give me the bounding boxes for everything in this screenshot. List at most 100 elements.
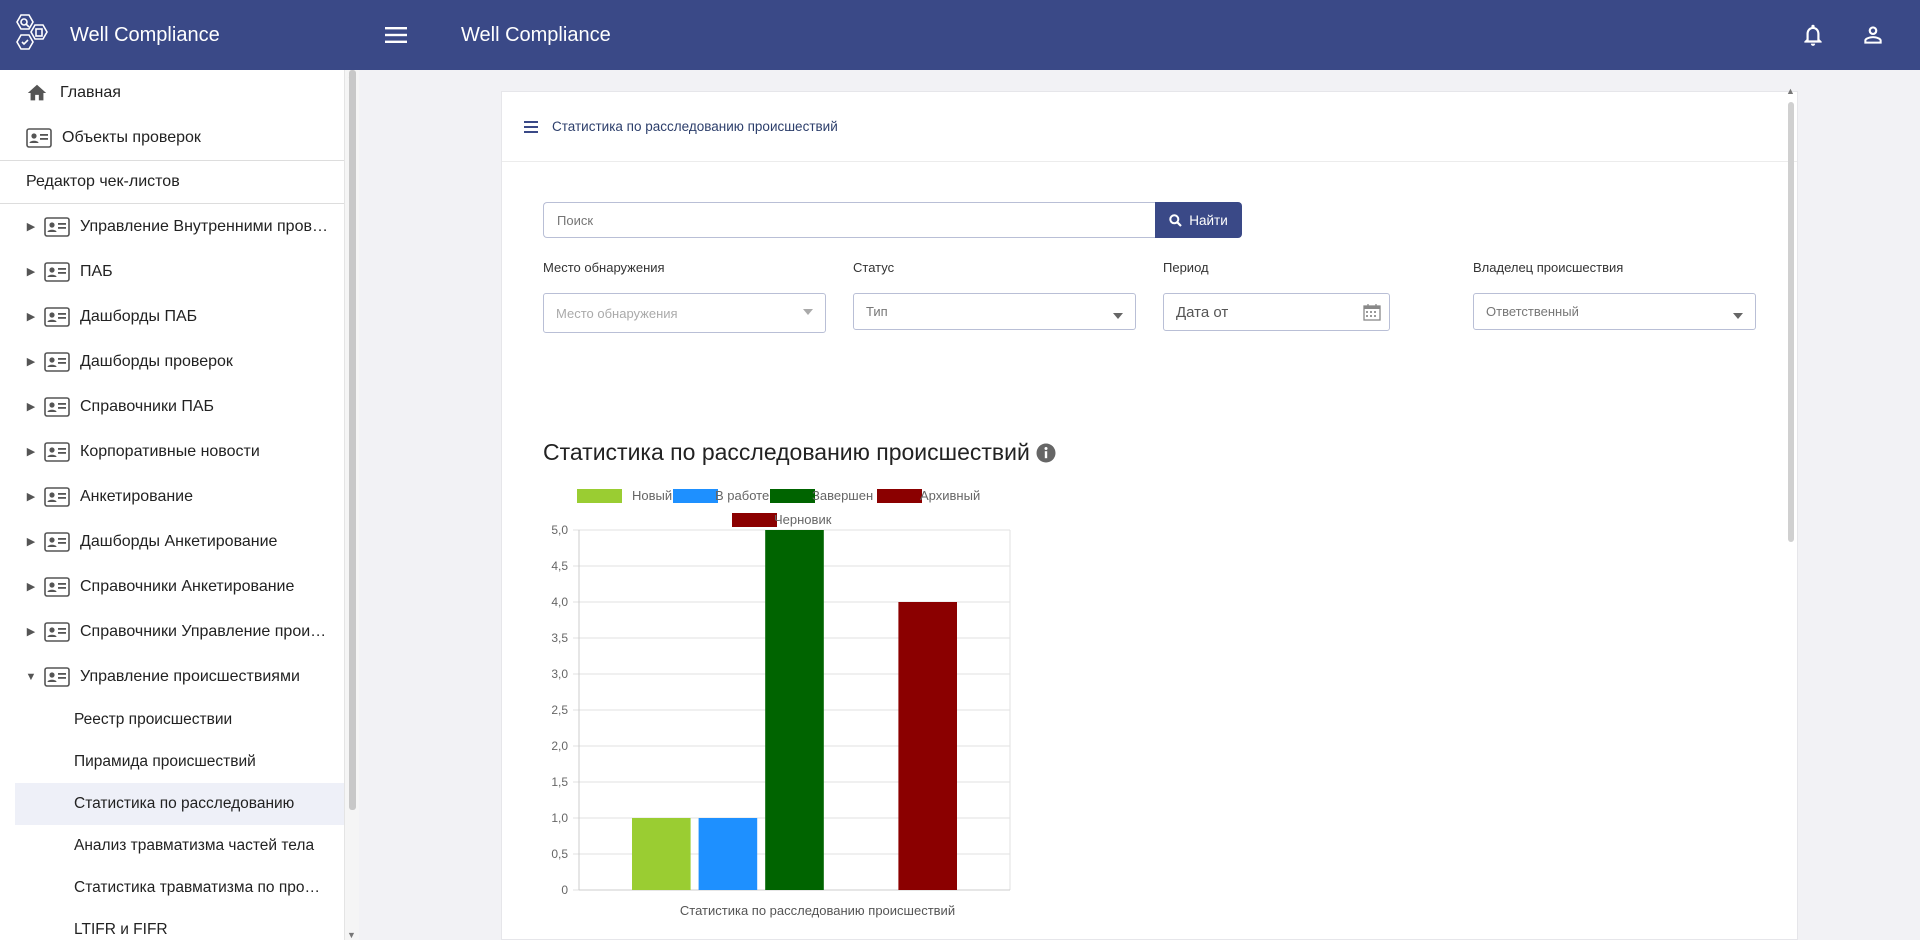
- y-tick-label: 1,0: [551, 811, 568, 825]
- x-axis-label: Статистика по расследованию происшествий: [680, 903, 955, 918]
- location-select-placeholder: Место обнаружения: [556, 305, 678, 321]
- sidebar-subitem[interactable]: Реестр происшествии: [0, 699, 344, 741]
- sidebar-item-label: Управление происшествиями: [80, 667, 300, 685]
- topbar-actions: [1800, 0, 1920, 70]
- card-scrollbar[interactable]: ▲: [1784, 86, 1798, 940]
- sidebar-subitem-label: LTIFR и FIFR: [74, 921, 168, 938]
- bar-2: [698, 818, 758, 890]
- status-select[interactable]: Тип: [853, 293, 1136, 330]
- sidebar-item-home[interactable]: Главная: [0, 70, 344, 115]
- filter-owner: Владелец происшествия Ответственный: [1473, 260, 1756, 330]
- y-tick-label: 1,5: [551, 775, 568, 789]
- sidebar-item-label: Дашборды ПАБ: [80, 307, 198, 325]
- sidebar-subitem[interactable]: LTIFR и FIFR: [0, 909, 344, 940]
- date-from-placeholder: Дата от: [1176, 303, 1229, 321]
- date-from-field[interactable]: Дата от: [1163, 293, 1390, 331]
- sidebar-scroll-thumb[interactable]: [349, 70, 356, 810]
- status-select-placeholder: Тип: [866, 304, 888, 319]
- id-card-icon: [26, 127, 52, 148]
- legend-label: В работе: [715, 488, 769, 503]
- caret-right-icon[interactable]: ▶: [26, 266, 36, 278]
- id-card-icon: [44, 621, 70, 642]
- sidebar-section-checklist-editor[interactable]: Редактор чек-листов: [0, 160, 344, 204]
- filter-period: Период Дата от: [1163, 260, 1390, 331]
- statistics-bar-chart: Новый В работе Завершен Архивный Черновик 0 0,…: [551, 488, 1011, 918]
- chevron-down-icon: [1113, 313, 1123, 319]
- calendar-icon[interactable]: [1363, 303, 1381, 321]
- filter-label: Место обнаружения: [543, 260, 665, 275]
- id-card-icon: [44, 306, 70, 327]
- caret-right-icon[interactable]: ▶: [26, 491, 36, 503]
- statistics-title: Статистика по расследованию происшествий: [543, 439, 1056, 466]
- y-tick-label: 3,0: [551, 667, 568, 681]
- caret-right-icon[interactable]: ▶: [26, 311, 36, 323]
- sidebar-tree-item[interactable]: ▶ Справочники Управление прои…: [0, 609, 344, 654]
- y-tick-label: 2,0: [551, 739, 568, 753]
- caret-right-icon[interactable]: ▶: [26, 401, 36, 413]
- caret-right-icon[interactable]: ▶: [26, 581, 36, 593]
- sidebar-item-label: Объекты проверок: [62, 128, 201, 146]
- y-tick-label: 0: [561, 883, 568, 897]
- id-card-icon: [44, 486, 70, 507]
- y-tick-label: 5,0: [551, 523, 568, 537]
- y-tick-label: 3,5: [551, 631, 568, 645]
- caret-down-icon[interactable]: ▼: [25, 670, 37, 683]
- sidebar-item-label: Дашборды проверок: [80, 352, 233, 370]
- search-bar: Найти: [543, 202, 1242, 238]
- sidebar-tree-item[interactable]: ▶ Справочники ПАБ: [0, 384, 344, 429]
- legend-label: Завершен: [812, 488, 873, 503]
- sidebar-tree-item[interactable]: ▶ Управление Внутренними пров…: [0, 204, 344, 249]
- scroll-down-icon[interactable]: ▼: [347, 930, 356, 940]
- sidebar-tree-item[interactable]: ▶ Справочники Анкетирование: [0, 564, 344, 609]
- bar-1: [632, 818, 691, 890]
- chevron-down-icon: [803, 309, 813, 315]
- sidebar-subitem[interactable]: Статистика по расследованию: [15, 783, 344, 825]
- info-icon[interactable]: [1036, 443, 1056, 463]
- id-card-icon: [44, 666, 70, 687]
- sidebar-subitem[interactable]: Анализ травматизма частей тела: [0, 825, 344, 867]
- id-card-icon: [44, 351, 70, 372]
- menu-toggle-button[interactable]: [379, 18, 413, 52]
- location-select[interactable]: Место обнаружения: [543, 293, 826, 333]
- sidebar-subitem-label: Пирамида происшествий: [74, 753, 256, 770]
- user-icon[interactable]: [1860, 22, 1886, 48]
- list-icon: [524, 120, 538, 133]
- legend-label: Новый: [632, 488, 672, 503]
- sidebar-tree-item[interactable]: ▶ Анкетирование: [0, 474, 344, 519]
- filter-status: Статус Тип: [853, 260, 1136, 330]
- sidebar-tree-item[interactable]: ▶ Дашборды проверок: [0, 339, 344, 384]
- caret-right-icon[interactable]: ▶: [26, 446, 36, 458]
- sidebar-item-label: Главная: [60, 83, 121, 101]
- topbar: Well Compliance: [359, 0, 1920, 70]
- statistics-title-text: Статистика по расследованию происшествий: [543, 439, 1030, 465]
- search-button[interactable]: Найти: [1155, 202, 1242, 238]
- caret-right-icon[interactable]: ▶: [26, 626, 36, 638]
- caret-right-icon[interactable]: ▶: [26, 536, 36, 548]
- sidebar-scrollbar[interactable]: ▲ ▼: [344, 70, 359, 940]
- search-input[interactable]: [543, 202, 1155, 238]
- filter-label: Статус: [853, 260, 895, 275]
- y-tick-label: 4,5: [551, 559, 568, 573]
- sidebar-tree-item[interactable]: ▶ Дашборды ПАБ: [0, 294, 344, 339]
- caret-right-icon[interactable]: ▶: [26, 221, 36, 233]
- search-button-label: Найти: [1189, 212, 1228, 228]
- sidebar-tree-item[interactable]: ▶ Дашборды Анкетирование: [0, 519, 344, 564]
- sidebar-tree-item[interactable]: ▶ Корпоративные новости: [0, 429, 344, 474]
- sidebar-tree-item[interactable]: ▼ Управление происшествиями: [0, 654, 344, 699]
- sidebar-app-title: Well Compliance: [70, 23, 220, 46]
- filter-label: Владелец происшествия: [1473, 260, 1624, 275]
- search-icon: [1169, 213, 1183, 227]
- id-card-icon: [44, 216, 70, 237]
- owner-select[interactable]: Ответственный: [1473, 293, 1756, 330]
- card-scroll-thumb[interactable]: [1788, 102, 1794, 542]
- sidebar-subitem[interactable]: Статистика травматизма по про…: [0, 867, 344, 909]
- bell-icon[interactable]: [1800, 22, 1826, 48]
- scroll-up-icon[interactable]: ▲: [1786, 86, 1795, 96]
- sidebar-subitem[interactable]: Пирамида происшествий: [0, 741, 344, 783]
- caret-right-icon[interactable]: ▶: [26, 356, 36, 368]
- sidebar-item-label: Справочники Анкетирование: [80, 577, 295, 595]
- sidebar-header: Well Compliance: [0, 0, 359, 70]
- sidebar-item-label: Анкетирование: [80, 487, 194, 505]
- sidebar-tree-item[interactable]: ▶ ПАБ: [0, 249, 344, 294]
- sidebar-item-inspection-objects[interactable]: Объекты проверок: [0, 115, 344, 160]
